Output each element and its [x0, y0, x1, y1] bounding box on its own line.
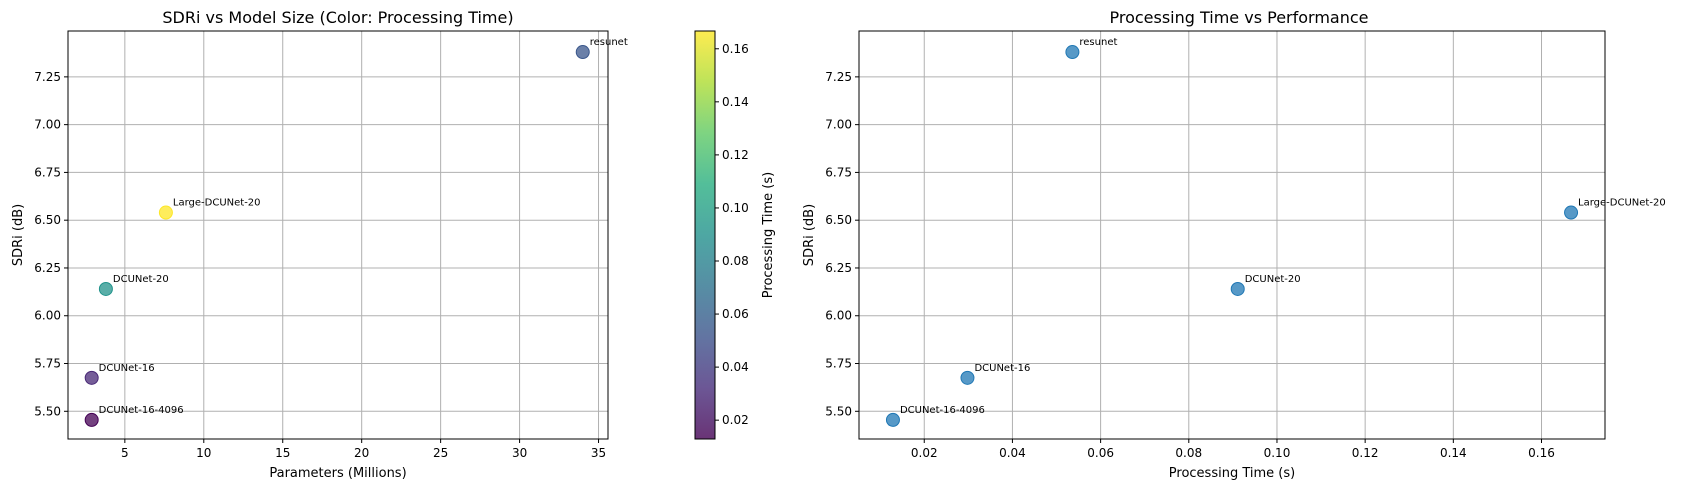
left-point-label: DCUNet-16-4096: [99, 405, 184, 416]
left-point-label: resunet: [590, 37, 628, 48]
left-y-tick-label: 5.50: [34, 404, 61, 418]
left-y-tick-label: 6.25: [34, 261, 61, 275]
right-y-tick-label: 6.75: [825, 165, 852, 179]
right-point: [1564, 205, 1579, 220]
right-chart: Processing Time vs Performance 0.02 0.04 0…: [802, 8, 1666, 481]
left-x-tick-label: 30: [512, 446, 527, 460]
colorbar-tick-label: 0.02: [722, 413, 749, 427]
right-y-axis-label: SDRi (dB): [802, 204, 817, 266]
left-y-tick-label: 6.00: [34, 309, 61, 323]
right-x-tick-label: 0.02: [911, 446, 938, 460]
left-y-tick-label: 7.25: [34, 70, 61, 84]
right-chart-title: Processing Time vs Performance: [1109, 8, 1368, 27]
right-point-label: Large-DCUNet-20: [1578, 198, 1666, 209]
colorbar-tick-label: 0.14: [722, 95, 749, 109]
left-points: resunet Large-DCUNet-20 DCUNet-20 DCUNet-16…: [84, 37, 628, 427]
left-y-tick-label: 6.75: [34, 165, 61, 179]
right-plot-frame: [858, 30, 1606, 440]
right-point-label: DCUNet-20: [1245, 274, 1301, 285]
colorbar-gradient: [695, 31, 715, 439]
right-y-tick-label: 5.75: [825, 357, 852, 371]
left-point: [575, 45, 590, 60]
right-x-tick-label: 0.06: [1087, 446, 1114, 460]
right-point-label: DCUNet-16: [974, 363, 1030, 374]
left-point: [84, 370, 99, 385]
left-point-label: Large-DCUNet-20: [173, 198, 261, 209]
left-x-tick-label: 20: [354, 446, 369, 460]
right-grid: [859, 31, 1605, 439]
right-x-axis-label: Processing Time (s): [1169, 466, 1295, 481]
right-ticks: 0.02 0.04 0.06 0.08 0.10 0.12 0.14 0.16 5.50 5.75…: [825, 70, 1555, 460]
colorbar: 0.02 0.04 0.06 0.08 0.10 0.12 0.14 0.16 Process…: [694, 30, 776, 440]
right-y-tick-label: 6.50: [825, 213, 852, 227]
right-y-tick-label: 7.25: [825, 70, 852, 84]
right-x-tick-label: 0.16: [1528, 446, 1555, 460]
left-point-label: DCUNet-16: [99, 363, 155, 374]
left-x-tick-label: 5: [121, 446, 129, 460]
left-y-tick-label: 7.00: [34, 118, 61, 132]
right-point: [960, 370, 975, 385]
left-y-tick-label: 6.50: [34, 213, 61, 227]
right-point-label: resunet: [1079, 37, 1117, 48]
left-x-axis-label: Parameters (Millions): [269, 466, 406, 481]
right-x-tick-label: 0.14: [1440, 446, 1467, 460]
left-x-tick-label: 25: [433, 446, 448, 460]
colorbar-frame: [694, 30, 716, 440]
right-points: resunet Large-DCUNet-20 DCUNet-20 DCUNet-16…: [885, 37, 1666, 427]
left-point: [158, 205, 173, 220]
left-point: [84, 412, 99, 427]
colorbar-tick-label: 0.10: [722, 201, 749, 215]
colorbar-tick-label: 0.12: [722, 148, 749, 162]
right-x-tick-label: 0.08: [1175, 446, 1202, 460]
colorbar-tick-label: 0.08: [722, 254, 749, 268]
left-x-tick-label: 15: [275, 446, 290, 460]
right-point-label: DCUNet-16-4096: [900, 405, 985, 416]
right-y-tick-label: 5.50: [825, 404, 852, 418]
colorbar-label: Processing Time (s): [761, 172, 776, 298]
colorbar-tick-label: 0.06: [722, 307, 749, 321]
right-y-tick-label: 6.25: [825, 261, 852, 275]
left-plot-frame: [67, 30, 609, 440]
right-x-tick-label: 0.10: [1264, 446, 1291, 460]
colorbar-tick-label: 0.04: [722, 360, 749, 374]
left-x-tick-label: 10: [196, 446, 211, 460]
right-x-tick-label: 0.12: [1352, 446, 1379, 460]
right-y-tick-label: 6.00: [825, 309, 852, 323]
left-point: [98, 281, 113, 296]
left-x-tick-label: 35: [591, 446, 606, 460]
left-y-axis-label: SDRi (dB): [11, 204, 26, 266]
colorbar-tick-label: 0.16: [722, 42, 749, 56]
left-grid: [68, 31, 608, 439]
right-x-tick-label: 0.04: [999, 446, 1026, 460]
left-point-label: DCUNet-20: [113, 274, 169, 285]
right-point: [1065, 45, 1080, 60]
colorbar-ticks: 0.02 0.04 0.06 0.08 0.10 0.12 0.14 0.16: [715, 42, 749, 427]
left-chart: SDRi vs Model Size (Color: Processing Ti…: [11, 8, 628, 481]
left-y-tick-label: 5.75: [34, 357, 61, 371]
right-y-tick-label: 7.00: [825, 118, 852, 132]
left-chart-title: SDRi vs Model Size (Color: Processing Ti…: [162, 8, 513, 27]
left-ticks: 5 10 15 20 25 30 35 5.50 5.75 6.00 6.25 6.50 6.75 7.0…: [34, 70, 606, 460]
right-point: [1230, 281, 1245, 296]
right-point: [885, 412, 900, 427]
